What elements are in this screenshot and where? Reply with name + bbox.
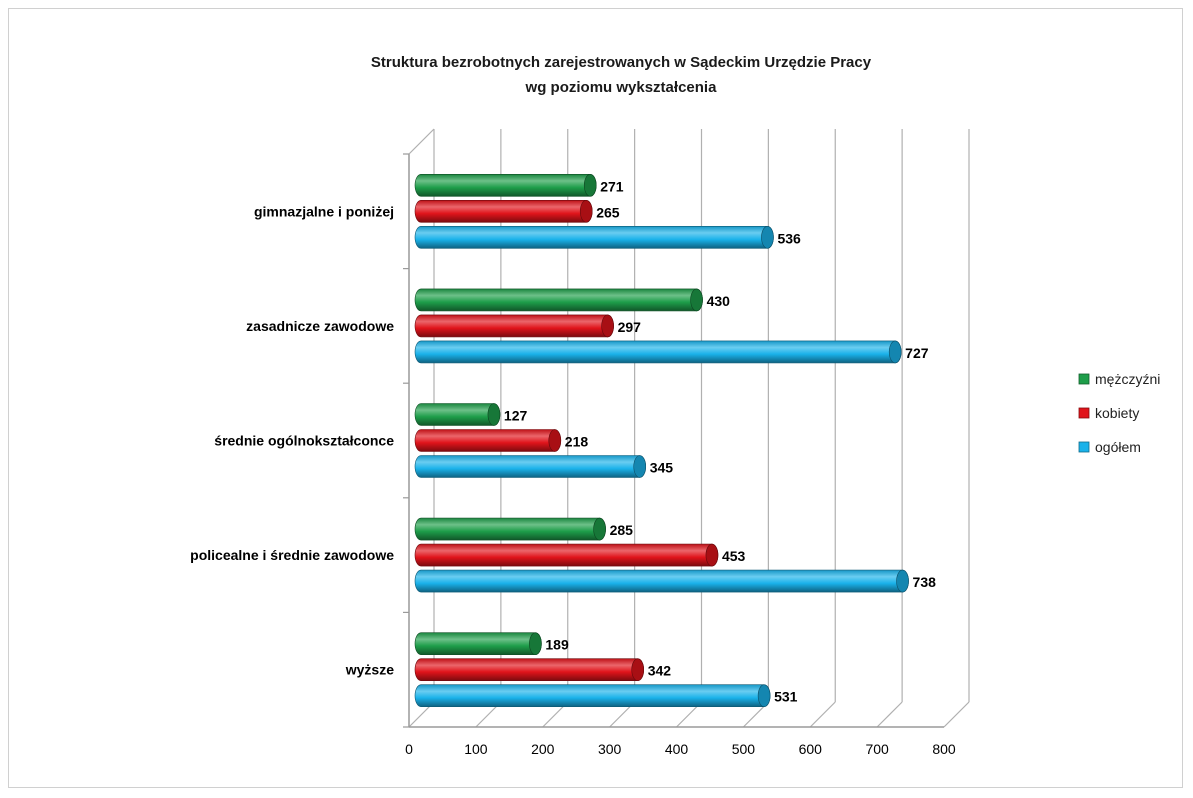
data-label: 342 (648, 663, 672, 679)
data-label: 727 (905, 345, 929, 361)
bar-2 (414, 226, 774, 249)
chart-frame: Struktura bezrobotnych zarejestrowanych … (8, 8, 1183, 788)
bar-body (414, 684, 771, 707)
category-label: policealne i średnie zawodowe (190, 547, 394, 563)
category-label: zasadnicze zawodowe (246, 318, 394, 334)
bar-cap (631, 658, 645, 682)
data-label: 218 (565, 434, 589, 450)
bar-2 (414, 455, 647, 478)
legend-swatch (1078, 407, 1090, 419)
data-label: 189 (545, 637, 569, 653)
data-label: 531 (774, 689, 798, 705)
x-tick-label: 200 (531, 741, 555, 757)
bar-cap (888, 340, 902, 364)
bar-body (414, 455, 646, 478)
bar-1 (414, 658, 645, 682)
legend-label: mężczyźni (1095, 371, 1160, 387)
left-wall-top (408, 128, 435, 155)
bar-0 (414, 517, 606, 541)
grid (403, 128, 970, 728)
x-tick-label: 400 (665, 741, 689, 757)
bar-0 (414, 174, 597, 197)
bar-1 (414, 429, 562, 452)
bar-cap (690, 288, 703, 312)
bar-body (414, 403, 501, 426)
legend-swatch (1078, 373, 1090, 385)
gridline-floor (943, 701, 970, 728)
bar-chart: Struktura bezrobotnych zarejestrowanych … (190, 54, 1160, 757)
x-tick-label: 300 (598, 741, 622, 757)
x-tick-label: 500 (732, 741, 756, 757)
bar-body (414, 200, 593, 223)
bar-cap (593, 517, 606, 541)
chart-title: Struktura bezrobotnych zarejestrowanych … (371, 54, 872, 71)
bar-1 (414, 200, 593, 223)
data-label: 536 (777, 230, 801, 246)
bar-2 (414, 340, 902, 364)
data-label: 271 (600, 178, 624, 194)
bar-body (414, 569, 909, 593)
legend-swatch (1078, 441, 1090, 453)
x-tick-label: 100 (464, 741, 488, 757)
bar-2 (414, 684, 771, 708)
data-label: 265 (596, 204, 620, 220)
bar-cap (579, 200, 593, 223)
bar-body (414, 658, 644, 681)
data-label: 345 (650, 460, 674, 476)
bar-1 (414, 314, 614, 338)
bar-body (414, 543, 719, 567)
bar-2 (414, 569, 909, 593)
bar-cap (761, 226, 774, 249)
bar-0 (414, 403, 501, 426)
category-label: gimnazjalne i poniżej (254, 203, 394, 219)
bar-body (414, 288, 703, 312)
data-label: 453 (722, 548, 746, 564)
bar-0 (414, 288, 703, 312)
bar-body (414, 340, 902, 364)
bar-cap (757, 684, 771, 708)
data-label: 285 (610, 522, 634, 538)
bar-cap (583, 174, 597, 197)
legend: mężczyźni kobiety ogółem (1078, 371, 1160, 455)
bar-0 (414, 632, 542, 656)
x-tick-label: 700 (865, 741, 889, 757)
bar-body (414, 517, 606, 541)
bar-cap (633, 455, 647, 478)
bar-body (414, 226, 774, 249)
bar-body (414, 174, 597, 197)
chart-subtitle: wg poziomu wykształcenia (525, 79, 718, 96)
bar-body (414, 314, 614, 338)
data-label: 738 (913, 574, 937, 590)
bar-1 (414, 543, 719, 567)
x-tick-label: 0 (405, 741, 413, 757)
data-label: 297 (618, 319, 642, 335)
gridline-floor (809, 701, 836, 728)
legend-item: mężczyźni (1078, 371, 1160, 387)
labels: 0 100 200 300 400 500 600 700 800 gimnazjalne i p… (190, 178, 956, 757)
data-label: 430 (707, 293, 731, 309)
legend-item: kobiety (1078, 405, 1139, 421)
x-tick-label: 800 (932, 741, 956, 757)
gridline-floor (876, 701, 903, 728)
bar-body (414, 632, 542, 655)
bar-cap (705, 543, 719, 567)
legend-item: ogółem (1078, 439, 1141, 455)
legend-label: ogółem (1095, 439, 1141, 455)
bar-cap (896, 569, 909, 593)
data-label: 127 (504, 408, 528, 424)
bars (414, 174, 909, 708)
bar-cap (529, 632, 542, 656)
bar-cap (487, 403, 501, 426)
bar-cap (548, 429, 562, 452)
x-tick-label: 600 (799, 741, 823, 757)
bar-cap (601, 314, 614, 338)
category-label: średnie ogólnokształconce (214, 433, 394, 449)
legend-label: kobiety (1095, 405, 1139, 421)
bar-body (414, 429, 562, 452)
category-label: wyższe (345, 662, 394, 678)
